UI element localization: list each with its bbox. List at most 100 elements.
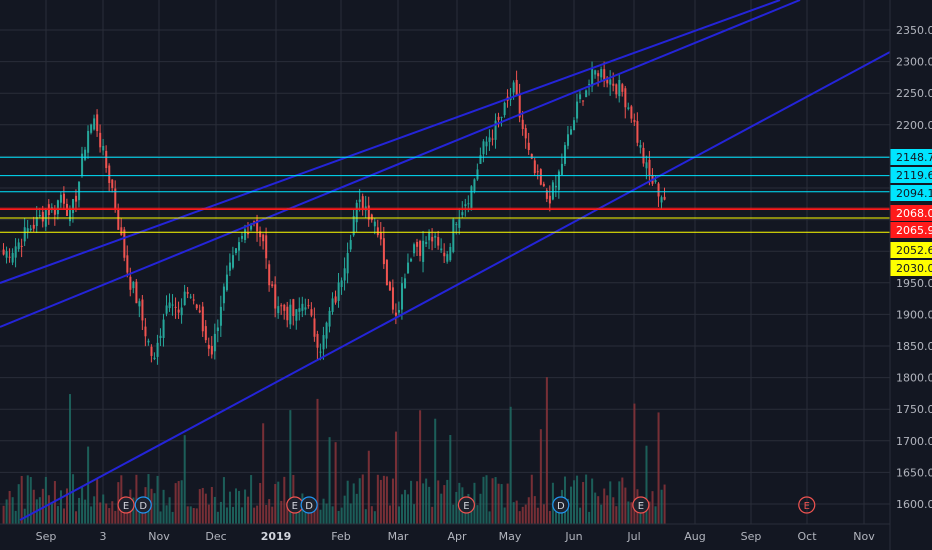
candle-body[interactable] [231,255,234,268]
candle-body[interactable] [219,306,222,326]
candle-body[interactable] [286,306,289,321]
candle-body[interactable] [630,106,633,119]
candle-body[interactable] [238,242,241,251]
candle-body[interactable] [419,240,422,256]
candle-body[interactable] [606,77,609,84]
candle-body[interactable] [168,302,171,309]
candle-body[interactable] [582,100,585,102]
candle-body[interactable] [307,305,310,307]
candle-body[interactable] [186,292,189,294]
candle-body[interactable] [518,93,521,118]
candle-body[interactable] [515,79,518,96]
price-axis[interactable]: 2350.00 2300.00 2250.00 2200.00 1950.00 1900.… [896,24,932,511]
candle-body[interactable] [150,346,153,356]
candle-body[interactable] [192,299,195,301]
candle-body[interactable] [488,137,491,142]
candle-body[interactable] [316,333,319,348]
candle-body[interactable] [171,304,174,306]
candle-body[interactable] [138,301,141,307]
candle-body[interactable] [627,107,630,109]
candle-body[interactable] [253,221,256,223]
candle-body[interactable] [241,235,244,239]
earnings-event-icon[interactable]: E [117,496,135,514]
candle-body[interactable] [416,241,419,247]
trendline-lower-support[interactable] [19,51,891,521]
candle-body[interactable] [591,69,594,87]
candle-body[interactable] [404,278,407,289]
candle-body[interactable] [521,119,524,130]
candle-body[interactable] [69,208,72,222]
candle-body[interactable] [524,128,527,139]
dividend-event-icon[interactable]: D [300,496,318,514]
candle-body[interactable] [59,194,62,203]
candle-body[interactable] [479,155,482,164]
candle-body[interactable] [126,255,129,273]
candle-body[interactable] [458,219,461,228]
candle-body[interactable] [615,84,618,95]
candle-body[interactable] [183,291,186,306]
candle-body[interactable] [102,145,105,151]
candle-body[interactable] [391,287,394,310]
candle-body[interactable] [268,264,271,286]
candle-body[interactable] [8,256,11,258]
candle-body[interactable] [642,147,645,164]
candle-body[interactable] [177,309,180,313]
candle-body[interactable] [621,84,624,92]
candle-body[interactable] [210,345,213,355]
candle-body[interactable] [636,121,639,143]
candle-body[interactable] [135,281,138,304]
candle-body[interactable] [491,138,494,140]
candle-body[interactable] [78,181,81,201]
candle-body[interactable] [554,185,557,188]
trendline-upper-channel-bottom[interactable] [0,0,801,328]
candle-body[interactable] [20,245,23,248]
candle-body[interactable] [53,209,56,215]
candle-body[interactable] [470,186,473,209]
candle-body[interactable] [464,204,467,206]
candle-body[interactable] [222,286,225,304]
candle-body[interactable] [385,259,388,286]
candle-body[interactable] [259,231,262,238]
candle-body[interactable] [410,258,413,262]
candle-body[interactable] [265,235,268,259]
candle-body[interactable] [352,216,355,236]
candle-body[interactable] [600,69,603,78]
candle-body[interactable] [624,88,627,108]
candle-body[interactable] [394,312,397,316]
candle-body[interactable] [512,82,515,93]
candle-body[interactable] [277,306,280,314]
candle-body[interactable] [340,280,343,288]
candle-body[interactable] [213,333,216,352]
candle-body[interactable] [159,335,162,339]
candle-body[interactable] [476,169,479,180]
candle-body[interactable] [262,234,265,242]
candle-body[interactable] [153,357,156,360]
candle-body[interactable] [343,268,346,281]
candle-body[interactable] [204,326,207,341]
candle-body[interactable] [147,340,150,343]
candle-body[interactable] [422,240,425,262]
candle-body[interactable] [250,225,253,230]
candle-body[interactable] [123,229,126,258]
candle-body[interactable] [87,130,90,153]
candle-body[interactable] [440,248,443,251]
candle-body[interactable] [639,144,642,148]
candle-body[interactable] [542,183,545,187]
candle-body[interactable] [401,283,404,310]
candle-body[interactable] [567,134,570,146]
time-axis[interactable]: Sep 3 Nov Dec 2019 Feb Mar Apr May Jun Jul Aug Sep Oc… [36,530,876,543]
candle-body[interactable] [337,282,340,301]
candlesticks[interactable] [2,61,666,365]
candle-body[interactable] [527,142,530,151]
candle-body[interactable] [325,322,328,339]
dividend-event-icon[interactable]: D [552,496,570,514]
candle-body[interactable] [588,83,591,85]
candle-body[interactable] [349,240,352,250]
candle-body[interactable] [663,196,666,200]
candle-body[interactable] [455,224,458,226]
candle-body[interactable] [289,304,292,325]
candle-body[interactable] [382,238,385,265]
candle-body[interactable] [62,193,65,204]
candle-body[interactable] [346,253,349,274]
